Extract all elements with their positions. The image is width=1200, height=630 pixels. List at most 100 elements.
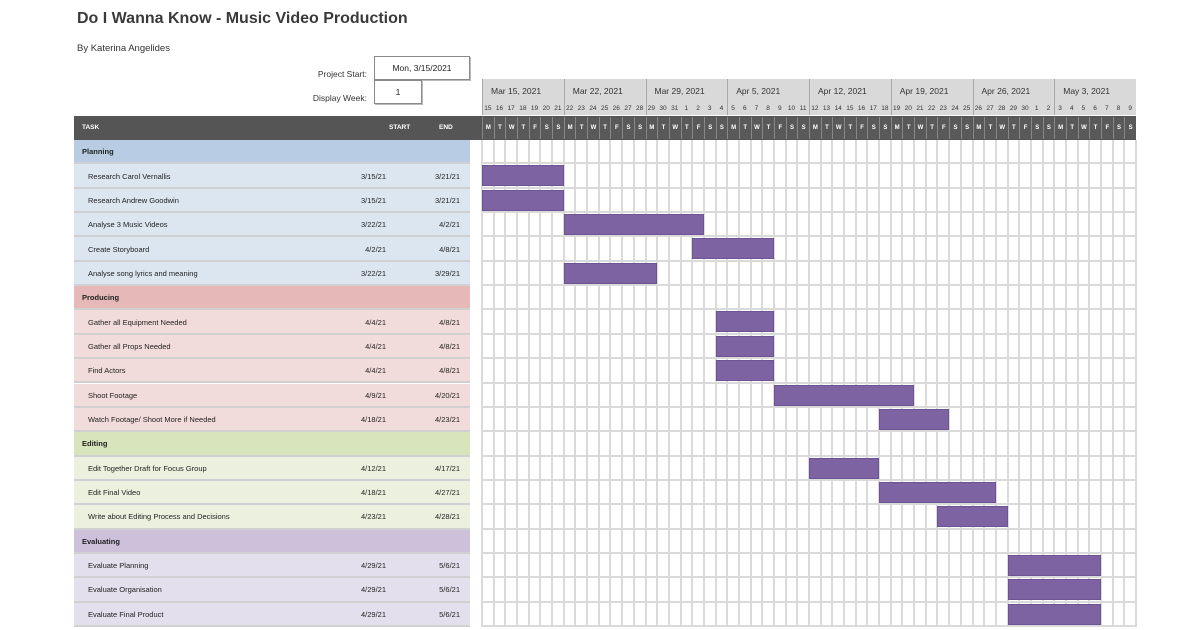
weekday-letter: W: [832, 117, 845, 139]
grid-column-line: [679, 140, 682, 627]
grid-column-line: [983, 140, 986, 627]
grid-row-line: [482, 527, 1136, 530]
day-number: 27: [624, 105, 632, 112]
task-row[interactable]: Find Actors 4/4/21 4/8/21: [74, 359, 470, 384]
weekday-letter: T: [598, 117, 611, 139]
task-row[interactable]: Write about Editing Process and Decision…: [74, 505, 470, 530]
day-number: 26: [974, 105, 982, 112]
display-week-label: Display Week:: [312, 93, 367, 103]
task-start-date: 3/22/21: [360, 220, 386, 230]
phase-row: Planning: [74, 140, 470, 165]
task-row[interactable]: Edit Final Video 4/18/21 4/27/21: [74, 480, 470, 506]
phase-name: Producing: [82, 293, 120, 303]
week-label: Mar 22, 2021: [572, 86, 623, 96]
task-column-header: TASK: [82, 124, 100, 131]
task-row[interactable]: Gather all Props Needed 4/4/21 4/8/21: [74, 334, 470, 360]
week-header: Mar 15, 2021: [482, 79, 564, 115]
grid-column-line: [1088, 140, 1091, 627]
task-name: Analyse 3 Music Videos: [88, 220, 168, 230]
grid-column-line: [924, 140, 927, 627]
end-column-header: END: [439, 124, 453, 131]
gantt-bar[interactable]: [773, 384, 915, 406]
task-end-date: 4/20/21: [434, 390, 460, 400]
task-row[interactable]: Create Storyboard 4/2/21 4/8/21: [74, 237, 470, 262]
week-header: Apr 26, 2021: [972, 79, 1055, 115]
grid-column-line: [854, 140, 857, 627]
weekday-letter: S: [1124, 117, 1136, 139]
grid-column-line: [586, 140, 589, 627]
gantt-bar[interactable]: [1007, 579, 1101, 601]
task-start-date: 3/15/21: [360, 195, 386, 205]
day-number: 21: [916, 105, 924, 112]
task-row[interactable]: Evaluate Organisation 4/29/21 5/6/21: [74, 578, 470, 603]
grid-row-line: [482, 332, 1136, 335]
task-name: Research Carol Vernallis: [88, 171, 171, 181]
gantt-bar[interactable]: [879, 481, 996, 503]
gantt-bar[interactable]: [715, 335, 774, 357]
task-end-date: 4/2/21: [439, 220, 460, 230]
day-number: 4: [1069, 105, 1074, 112]
grid-row-line: [482, 381, 1136, 384]
gantt-bar[interactable]: [715, 360, 774, 382]
task-name: Research Andrew Goodwin: [88, 195, 179, 205]
grid-column-line: [551, 140, 554, 627]
phase-name: Evaluating: [82, 536, 120, 546]
gantt-bar[interactable]: [563, 214, 704, 236]
day-number: 8: [766, 105, 770, 112]
phase-name: Planning: [82, 147, 114, 157]
task-row[interactable]: Shoot Footage 4/9/21 4/20/21: [74, 383, 470, 408]
day-number: 20: [904, 105, 912, 112]
weekday-letter: S: [622, 117, 634, 139]
task-start-date: 4/2/21: [365, 244, 386, 254]
task-row[interactable]: Edit Together Draft for Focus Group 4/12/…: [74, 456, 470, 481]
gantt-bar[interactable]: [809, 457, 880, 479]
gantt-bar[interactable]: [1007, 554, 1101, 576]
day-number: 19: [892, 105, 901, 112]
grid-column-line: [1041, 140, 1044, 627]
task-name: Edit Final Video: [88, 488, 141, 498]
gantt-bar[interactable]: [482, 189, 564, 211]
task-row[interactable]: Watch Footage/ Shoot More if Needed 4/18/…: [74, 407, 470, 433]
task-row[interactable]: Analyse song lyrics and meaning 3/22/21 3/…: [74, 261, 470, 287]
gantt-bar[interactable]: [1007, 603, 1101, 625]
gantt-bar[interactable]: [879, 408, 950, 430]
weekday-letter: W: [668, 117, 681, 139]
day-number: 16: [495, 105, 504, 112]
gantt-bar[interactable]: [937, 506, 1008, 528]
day-number: 6: [1093, 105, 1097, 112]
phase-row: Evaluating: [74, 529, 470, 554]
grid-row-line: [482, 211, 1136, 214]
grid-column-line: [808, 140, 810, 627]
grid-column-line: [516, 140, 519, 627]
grid-row-line: [482, 284, 1136, 287]
task-row[interactable]: Gather all Equipment Needed 4/4/21 4/8/21: [74, 310, 470, 335]
grid-column-line: [878, 140, 881, 627]
weekday-letter: T: [1007, 117, 1020, 139]
weekday-letter: M: [972, 117, 985, 139]
task-row[interactable]: Research Carol Vernallis 3/15/21 3/21/21: [74, 164, 470, 189]
grid-column-line: [959, 140, 962, 627]
weekday-letter: S: [879, 117, 891, 139]
display-week-cell[interactable]: 1: [374, 80, 422, 104]
project-start-label: Project Start:: [317, 69, 367, 79]
day-number: 7: [1104, 105, 1109, 112]
grid-column-line: [866, 140, 869, 627]
day-number: 25: [601, 105, 609, 112]
project-start-cell[interactable]: Mon, 3/15/2021: [374, 56, 470, 80]
gantt-bar[interactable]: [563, 262, 658, 284]
gantt-bar[interactable]: [692, 238, 774, 260]
task-row[interactable]: Evaluate Final Product 4/29/21 5/6/21: [74, 602, 470, 627]
day-number: 1: [684, 105, 689, 112]
task-start-date: 4/4/21: [365, 341, 386, 351]
day-number: 4: [719, 105, 724, 112]
task-row[interactable]: Evaluate Planning 4/29/21 5/6/21: [74, 553, 470, 579]
gantt-bar[interactable]: [482, 165, 564, 187]
task-row[interactable]: Analyse 3 Music Videos 3/22/21 4/2/21: [74, 213, 470, 238]
weekday-letter: S: [540, 117, 553, 139]
grid-column-line: [632, 140, 635, 627]
task-row[interactable]: Research Andrew Goodwin 3/15/21 3/21/21: [74, 188, 470, 214]
gantt-bar[interactable]: [715, 311, 774, 333]
week-label: Apr 5, 2021: [736, 86, 781, 96]
day-number: 29: [1009, 105, 1017, 112]
grid-column-line: [796, 140, 799, 627]
